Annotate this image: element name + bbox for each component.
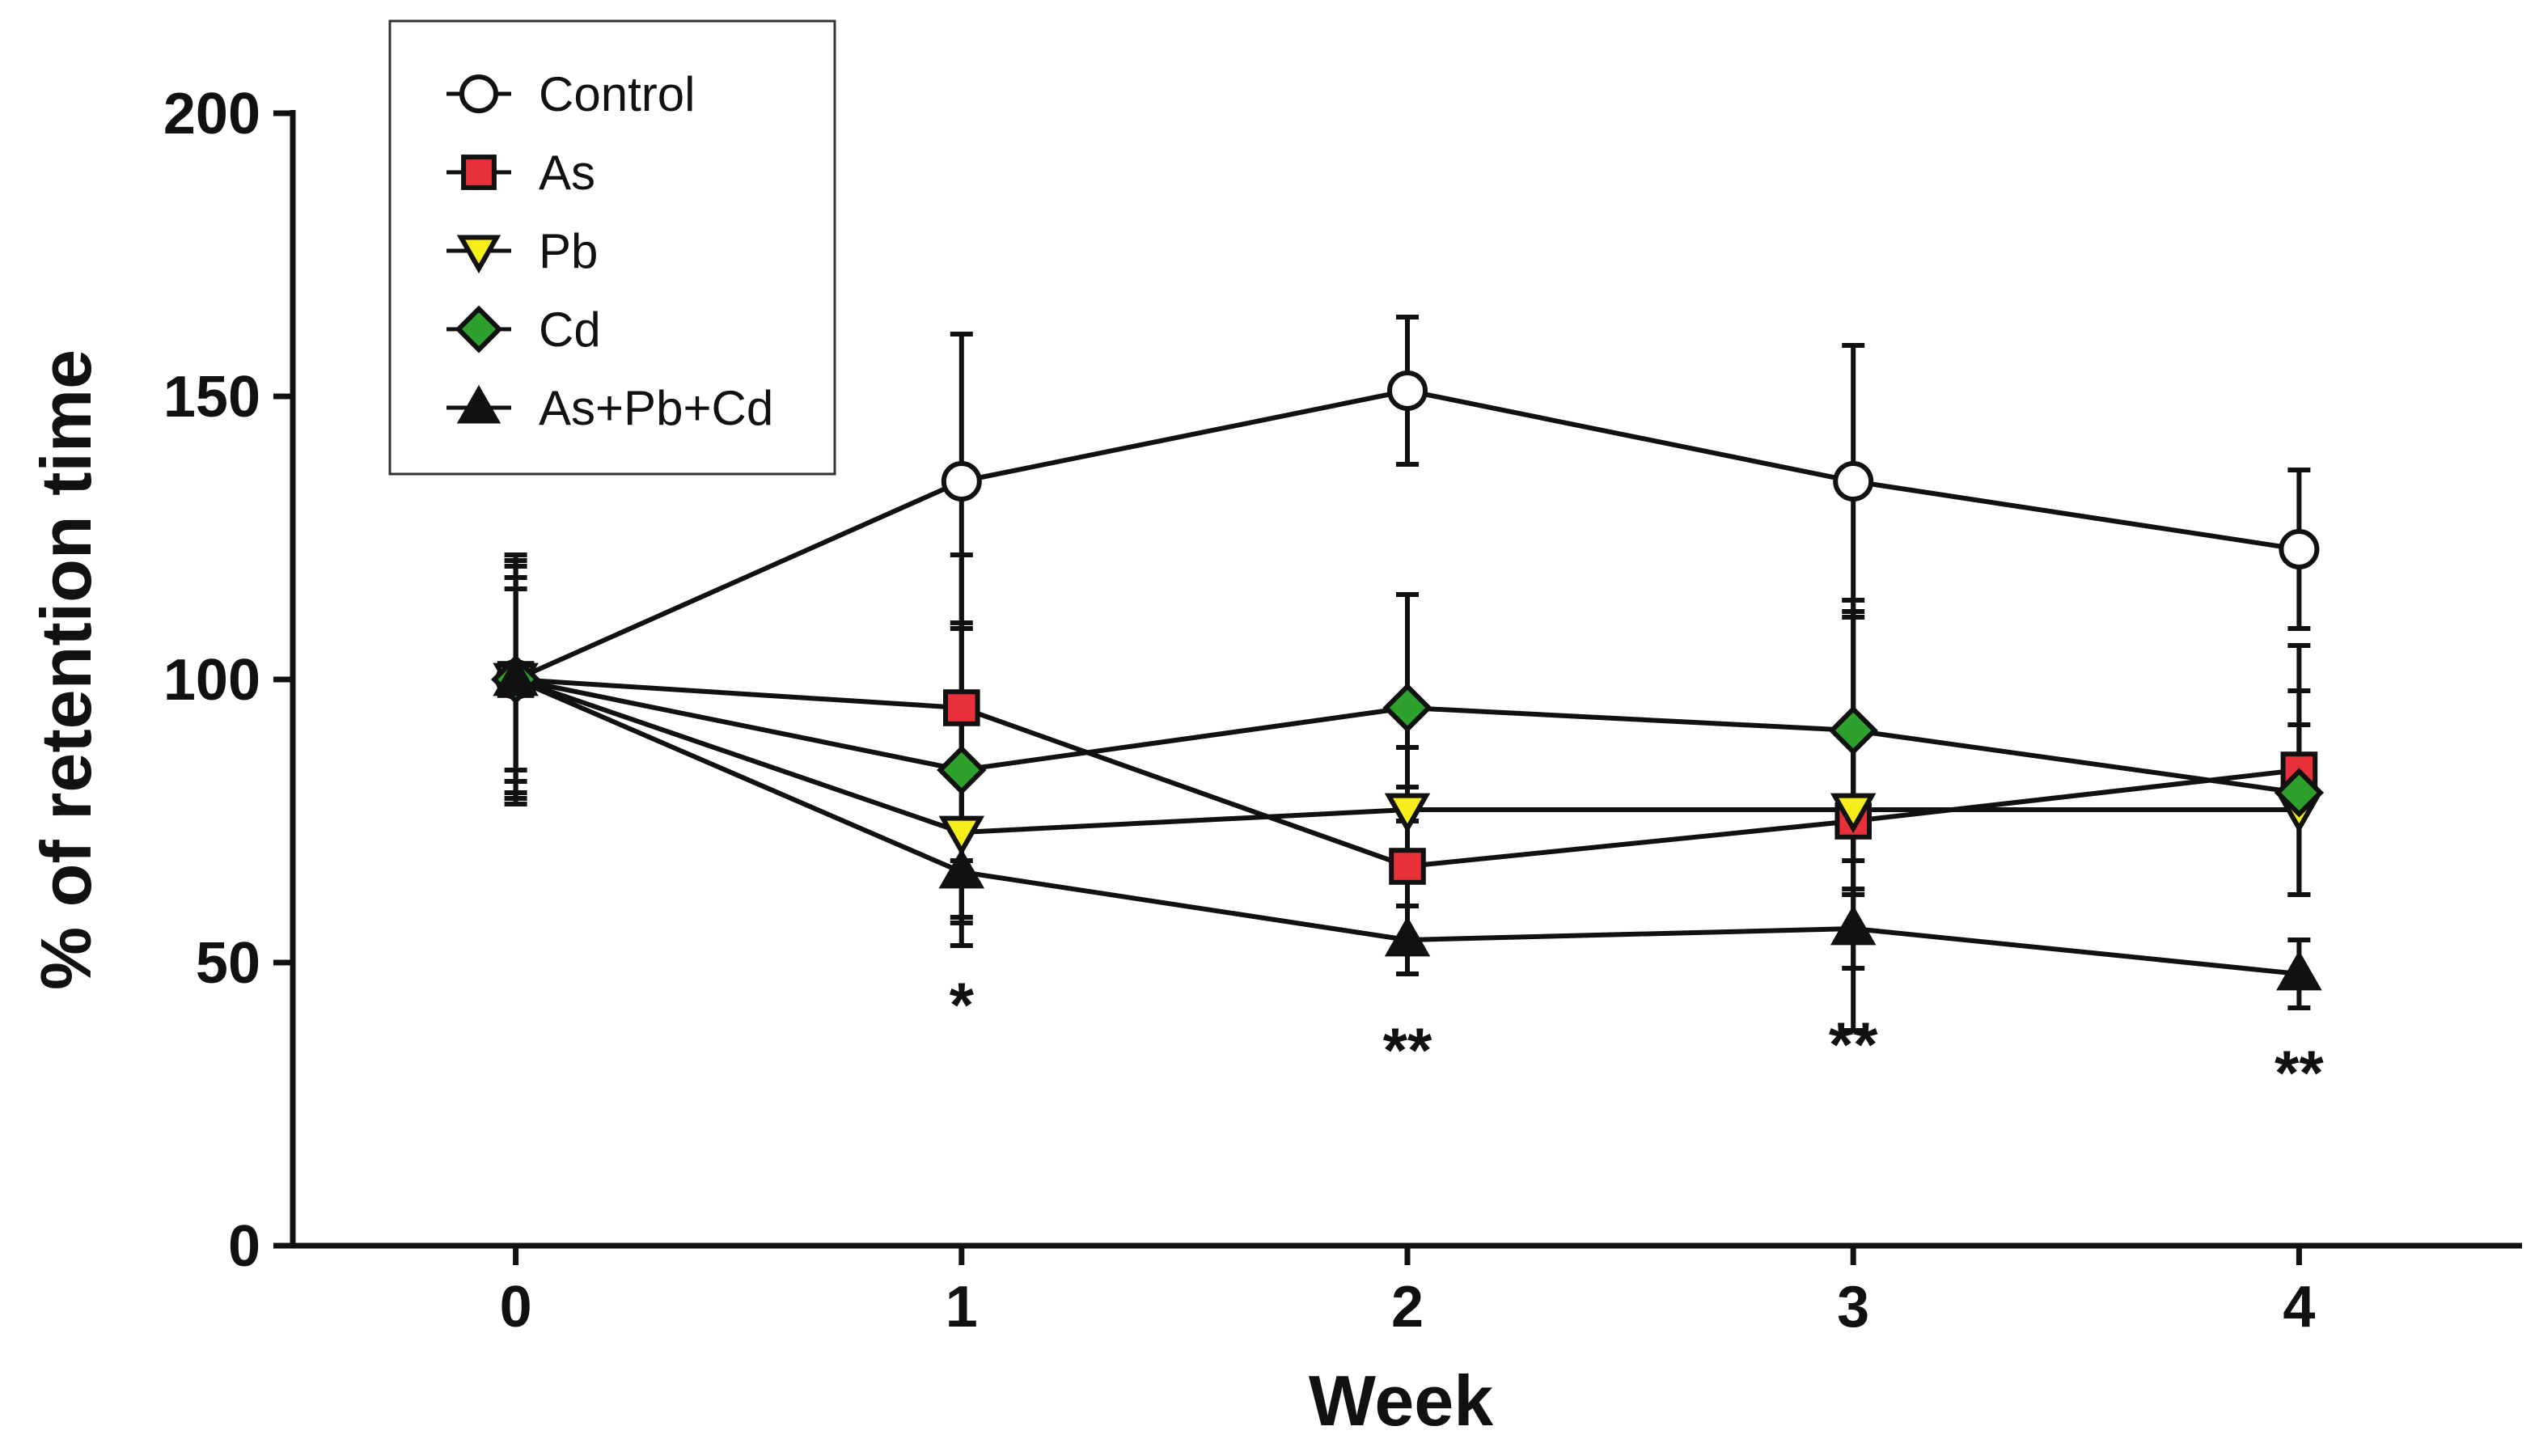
legend-items: Control As Pb Cd As+Pb+Cd (446, 67, 773, 435)
y-tick-label: 100 (163, 648, 260, 713)
data-point-control (1387, 370, 1428, 411)
legend-label: Pb (539, 224, 598, 278)
axes: 0 50 100 150 200 0 1 2 3 4 (163, 82, 2522, 1340)
y-tick-label: 0 (228, 1214, 260, 1279)
x-tick-label: 1 (946, 1275, 978, 1340)
data-point-as-pb-cd (493, 655, 539, 696)
data-point-cd (1828, 705, 1878, 756)
data-point-pb (1384, 793, 1431, 834)
y-axis-title: % of retention time (26, 349, 106, 990)
data-point-as-pb-cd (1384, 916, 1431, 957)
x-tick-label: 4 (2283, 1275, 2315, 1340)
legend-label: As (539, 146, 595, 200)
legend-entry-as-pb-cd: As+Pb+Cd (446, 381, 773, 435)
legend-entry-pb: Pb (446, 224, 598, 278)
data-point-as-pb-cd (1830, 904, 1877, 946)
significance-marker: ** (2275, 1037, 2324, 1108)
legend-label: Cd (539, 303, 601, 357)
data-point-cd (1382, 683, 1432, 733)
data-point-control (941, 461, 982, 502)
y-tick-label: 150 (163, 365, 260, 430)
legend-marker-as-pb-cd (456, 384, 501, 424)
annotations: *** ** ** (950, 969, 2325, 1108)
y-ticks: 0 50 100 150 200 (163, 82, 293, 1279)
x-tick-label: 2 (1391, 1275, 1424, 1340)
y-tick-label: 200 (163, 82, 260, 146)
significance-marker: ** (1383, 1014, 1432, 1086)
x-ticks: 0 1 2 3 4 (500, 1246, 2315, 1340)
data-point-as-pb-cd (938, 848, 985, 889)
significance-marker: ** (1829, 1009, 1878, 1080)
legend-entry-control: Control (446, 67, 695, 121)
data-point-pb (1830, 793, 1877, 834)
x-tick-label: 0 (500, 1275, 532, 1340)
legend-marker-pb (456, 235, 501, 274)
legend-label: Control (539, 67, 695, 121)
legend-marker-cd (455, 305, 503, 353)
x-tick-label: 3 (1837, 1275, 1869, 1340)
legend-marker-as (461, 154, 497, 190)
series-markers (490, 370, 2325, 991)
significance-marker: * (950, 969, 975, 1040)
legend-label: As+Pb+Cd (539, 381, 773, 435)
data-point-as (1389, 848, 1426, 885)
data-point-as-pb-cd (2276, 950, 2322, 991)
plot-series (490, 315, 2325, 1033)
data-point-as (943, 689, 980, 726)
x-axis-title: Week (1309, 1361, 1494, 1441)
data-point-control (2279, 529, 2320, 569)
legend-entry-cd: Cd (446, 303, 601, 357)
legend-entry-as: As (446, 146, 595, 200)
data-point-cd (937, 745, 987, 795)
data-point-pb (938, 815, 985, 857)
y-tick-label: 50 (196, 931, 260, 996)
data-point-control (1833, 461, 1874, 502)
legend: Control As Pb Cd As+Pb+Cd (388, 19, 836, 476)
legend-marker-control (459, 74, 498, 113)
data-point-cd (2274, 768, 2325, 818)
